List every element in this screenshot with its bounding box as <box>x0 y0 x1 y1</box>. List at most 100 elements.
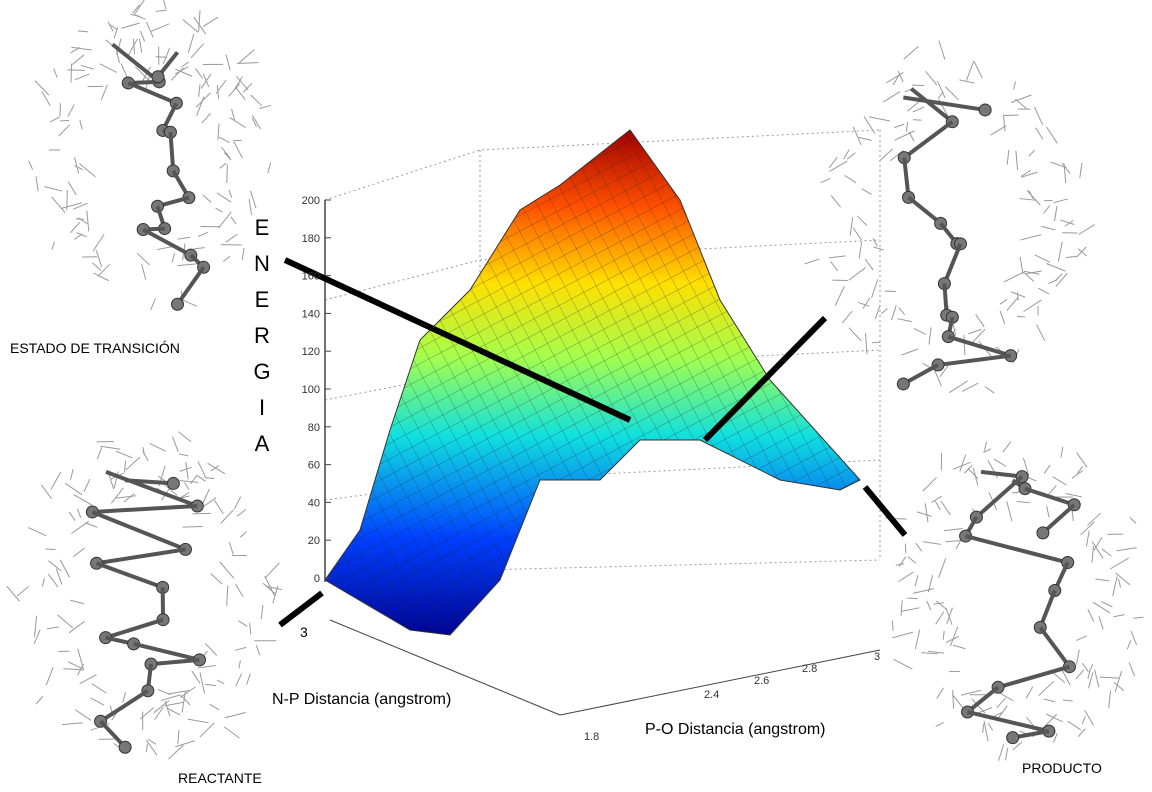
bond-line <box>829 256 846 258</box>
bond-line <box>36 696 43 704</box>
bond-line <box>168 745 183 759</box>
bond-line <box>74 548 85 557</box>
bond-line <box>853 127 861 145</box>
po-tick-label: 3 <box>874 651 880 663</box>
bond-line <box>1029 150 1035 156</box>
bond-line <box>111 488 123 503</box>
bond-line <box>59 125 70 136</box>
bond-line <box>999 692 1014 701</box>
bond-line <box>51 472 61 490</box>
bond-line <box>1035 128 1043 140</box>
bond-line <box>1110 558 1129 569</box>
bond-line <box>1046 263 1065 271</box>
po-axis <box>560 650 880 715</box>
bond-line <box>941 501 950 515</box>
bond-line <box>1046 714 1062 722</box>
bond-line <box>256 645 259 655</box>
bond-line <box>61 203 82 209</box>
bond-line <box>1113 615 1124 617</box>
bond-line <box>200 723 214 737</box>
energy-axis-letter: N <box>254 251 270 276</box>
atom <box>1007 732 1019 744</box>
bond-line <box>858 137 872 140</box>
bond-line <box>46 667 53 685</box>
bond-line <box>984 721 988 741</box>
bond-line <box>131 14 141 16</box>
bond-line <box>875 305 880 319</box>
bond-line <box>1095 579 1109 581</box>
bond-line <box>881 308 887 313</box>
bond-line <box>1004 272 1023 281</box>
bond-line <box>229 542 233 554</box>
bond-line <box>968 468 978 478</box>
bond-line <box>211 574 223 585</box>
bond-line <box>985 387 994 394</box>
bond-line <box>1026 687 1032 699</box>
bond-line <box>54 68 58 77</box>
atom <box>979 104 991 116</box>
bond-line <box>162 0 166 9</box>
bond-line <box>205 478 215 479</box>
bond-line <box>997 698 1006 708</box>
bond-line <box>1000 311 1005 324</box>
bond-line <box>34 616 36 638</box>
bond-line <box>1003 442 1011 452</box>
bond-line <box>1034 107 1042 125</box>
bond-line <box>934 603 944 604</box>
bond-line <box>182 62 189 67</box>
bond-line <box>988 723 993 730</box>
bond-line <box>939 558 946 577</box>
bond-line <box>1101 602 1112 607</box>
bond-line <box>1020 235 1041 240</box>
bond-line <box>192 671 200 683</box>
bond-line <box>1086 531 1089 547</box>
bond-line <box>1056 273 1068 286</box>
bond-line <box>178 432 191 442</box>
bond-line <box>999 744 1004 760</box>
bond-line <box>80 120 82 129</box>
bond-line <box>829 157 837 168</box>
bond-line <box>116 51 119 63</box>
bond <box>1040 627 1069 666</box>
bond-line <box>925 503 928 522</box>
bond-line <box>236 584 244 597</box>
bond-line <box>949 381 967 393</box>
bond-line <box>936 611 944 624</box>
bond-line <box>93 273 108 281</box>
bond-line <box>1079 225 1095 235</box>
bond-line <box>845 175 856 182</box>
bond-line <box>240 532 246 538</box>
bond-line <box>60 560 69 578</box>
bond-line <box>962 383 978 391</box>
bond-line <box>1063 700 1073 701</box>
bond-line <box>220 163 227 168</box>
bond-line <box>1017 502 1030 503</box>
bond-line <box>86 523 97 527</box>
bond-line <box>238 621 247 627</box>
bond-line <box>151 24 169 32</box>
bond-line <box>70 600 84 603</box>
bond-line <box>56 569 62 585</box>
bond-line <box>68 662 82 669</box>
bond-line <box>226 55 230 70</box>
bond-line <box>220 562 234 579</box>
bond-line <box>1099 616 1103 629</box>
bond-line <box>235 647 246 650</box>
bond-line <box>198 461 205 476</box>
bond-line <box>143 451 148 460</box>
bond-line <box>937 688 944 699</box>
bond-line <box>938 81 946 98</box>
bond-line <box>1007 501 1012 521</box>
bond-line <box>192 513 210 514</box>
bond-line <box>222 147 231 158</box>
bond-line <box>1066 493 1082 496</box>
bond <box>968 712 1049 731</box>
bond-line <box>894 124 904 127</box>
energy-axis-letter: R <box>254 323 270 348</box>
bond-line <box>926 71 937 85</box>
bond-line <box>173 437 179 452</box>
bond-line <box>48 561 61 571</box>
bond-line <box>872 342 880 343</box>
bond-line <box>96 251 101 267</box>
bond-line <box>960 455 966 472</box>
